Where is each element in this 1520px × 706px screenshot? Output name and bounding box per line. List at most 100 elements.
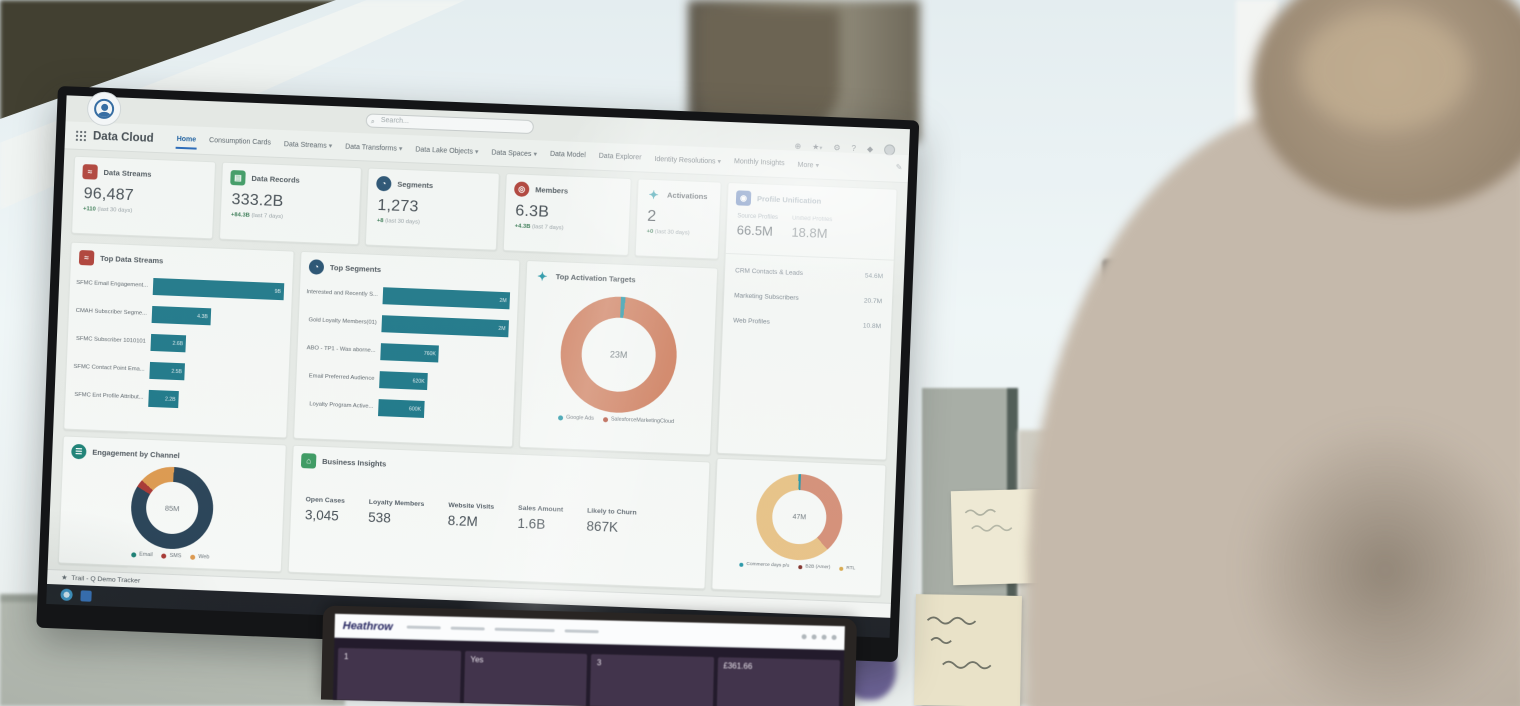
- kpi-delta: +84.3B: [230, 212, 250, 219]
- bar[interactable]: 2.2B: [148, 389, 179, 409]
- legend-label: SMS: [169, 552, 182, 560]
- legend-label: SalesforceMarketingCloud: [610, 416, 675, 425]
- engagement-icon: ☰: [71, 443, 87, 460]
- tab-consumption-cards[interactable]: Consumption Cards: [208, 137, 272, 147]
- metric-label: Website Visits: [448, 502, 495, 511]
- kpi-card-members[interactable]: ◎ Members 6.3B +4.3B (last 7 days): [502, 173, 632, 257]
- app-taskbar-icon[interactable]: [80, 589, 92, 602]
- profile-unification-icon: ◉: [735, 190, 752, 206]
- activation-donut-chart[interactable]: 23M: [558, 294, 679, 415]
- card-title: Profile Unification: [756, 194, 822, 206]
- window-ledge: [1230, 232, 1520, 268]
- metric-label: Unified Profiles: [791, 215, 833, 224]
- engagement-by-channel-card[interactable]: ☰ Engagement by Channel 85M Email SMS We…: [57, 435, 287, 573]
- tab-data-model[interactable]: Data Model: [549, 150, 586, 160]
- row-label: Web Profiles: [732, 317, 770, 326]
- bar[interactable]: 2.6B: [150, 333, 187, 353]
- legend-dot-icon: [557, 414, 564, 421]
- unified-profiles-metric: Unified Profiles 18.8M: [791, 216, 832, 242]
- tab-data-lake-objects[interactable]: Data Lake Objects: [414, 139, 480, 162]
- notifications-bell-icon[interactable]: ◆: [866, 144, 874, 154]
- data-records-icon: ▤: [230, 170, 246, 186]
- laptop-nav-links: [406, 625, 802, 639]
- donut-center-value: 85M: [164, 503, 180, 513]
- bar[interactable]: 2.5B: [149, 361, 186, 381]
- kpi-card-data-streams[interactable]: ≈ Data Streams 96,487 +110 (last 30 days…: [71, 155, 217, 240]
- tab-data-transforms[interactable]: Data Transforms: [344, 136, 404, 158]
- kpi-delta: +8: [376, 217, 384, 225]
- laptop-cell: Yes: [463, 650, 588, 706]
- bar[interactable]: 9B: [152, 277, 285, 301]
- profile-unification-card[interactable]: ◉ Profile Unification Source Profiles 66…: [716, 181, 898, 461]
- bar[interactable]: 760K: [380, 343, 440, 363]
- bar-value: 2M: [498, 325, 506, 332]
- tab-more[interactable]: More: [796, 154, 820, 175]
- favorites-star-icon[interactable]: ★▾: [812, 142, 823, 152]
- app-launcher-icon[interactable]: [74, 129, 87, 142]
- tab-data-spaces[interactable]: Data Spaces: [490, 142, 538, 164]
- top-segments-card[interactable]: ◔ Top Segments Interested and Recently S…: [293, 250, 521, 448]
- top-data-streams-card[interactable]: ≈ Top Data Streams SFMC Email Engagement…: [63, 241, 295, 439]
- kpi-period: (last 30 days): [97, 206, 133, 215]
- kpi-delta: +110: [82, 206, 96, 213]
- metric-value: 3,045: [304, 507, 340, 524]
- app-name: Data Cloud: [92, 129, 154, 145]
- kpi-label: Data Records: [251, 173, 300, 185]
- metric-value: 8.2M: [447, 512, 478, 530]
- sticky-note: [914, 594, 1022, 706]
- tab-data-streams[interactable]: Data Streams: [283, 134, 334, 156]
- legend-dot-icon: [131, 551, 137, 558]
- bar[interactable]: 2M: [382, 287, 511, 310]
- browser-icon[interactable]: [60, 588, 73, 601]
- globe-icon[interactable]: ⊕: [794, 141, 802, 151]
- row-label: Marketing Subscribers: [733, 292, 799, 302]
- business-insights-icon: ⌂: [300, 453, 317, 469]
- legend-dot-icon: [798, 564, 803, 569]
- legend-label: RTL: [846, 566, 856, 572]
- business-insights-card[interactable]: ⌂ Business Insights Open Cases 3,045 Loy…: [287, 444, 711, 590]
- bar[interactable]: 2M: [381, 315, 509, 338]
- data-streams-icon: ≈: [82, 164, 98, 180]
- setup-gear-icon[interactable]: ⚙: [833, 143, 841, 153]
- segment-donut-chart[interactable]: 47M: [754, 472, 844, 562]
- tab-data-explorer[interactable]: Data Explorer: [598, 152, 642, 162]
- row-value: 10.8M: [862, 322, 882, 331]
- kpi-card-data-records[interactable]: ▤ Data Records 333.2B +84.3B (last 7 day…: [218, 161, 362, 246]
- person-hair: [1300, 10, 1470, 130]
- bar[interactable]: 620K: [379, 371, 429, 391]
- bar-label: SFMC Subscriber 1010101: [75, 336, 146, 346]
- top-activation-targets-card[interactable]: ✦ Top Activation Targets 23M Google Ads …: [518, 259, 719, 456]
- legend-label: Google Ads: [565, 414, 595, 422]
- metric-open-cases: Open Cases 3,045: [305, 496, 345, 524]
- help-icon[interactable]: ?: [851, 143, 857, 154]
- metric-label: Source Profiles: [737, 213, 779, 221]
- engagement-donut-chart[interactable]: 85M: [129, 465, 215, 551]
- segments-icon: ◔: [376, 175, 392, 192]
- bar-value: 2.2B: [164, 396, 176, 403]
- card-title: Top Data Streams: [99, 253, 164, 266]
- bar-value: 9B: [274, 288, 282, 295]
- search-input[interactable]: ⌕ Search...: [365, 113, 535, 135]
- bar-label: Gold Loyalty Members(01): [308, 317, 377, 327]
- status-label: Trail - Q Demo Tracker: [71, 574, 141, 585]
- edit-page-icon[interactable]: ✎: [895, 162, 903, 172]
- segment-donut-card[interactable]: 47M Commerce days p/u B2B (Amer) RTL: [711, 457, 887, 597]
- bar-value: 600K: [408, 405, 422, 413]
- kpi-period: (last 30 days): [654, 229, 690, 237]
- bar-value: 760K: [423, 350, 437, 357]
- bar[interactable]: 600K: [378, 399, 425, 418]
- tab-home[interactable]: Home: [175, 130, 197, 150]
- legend-item: Google Ads: [557, 414, 595, 422]
- star-icon: ★: [61, 574, 68, 582]
- kpi-card-activations[interactable]: ✦ Activations 2 +0 (last 30 days): [634, 178, 722, 260]
- person-shadow: [1240, 420, 1520, 706]
- tab-monthly-insights[interactable]: Monthly Insights: [733, 158, 785, 168]
- legend-label: B2B (Amer): [805, 564, 831, 571]
- bar-label: SFMC Email Engagement...: [76, 280, 149, 290]
- metric-website-visits: Website Visits 8.2M: [447, 502, 494, 530]
- person-head: [1252, 0, 1520, 210]
- profile-row: Web Profiles 10.8M: [733, 308, 882, 339]
- tab-identity-resolutions[interactable]: Identity Resolutions: [653, 148, 722, 171]
- bar[interactable]: 4.3B: [151, 305, 212, 326]
- kpi-card-segments[interactable]: ◔ Segments 1,273 +8 (last 30 days): [364, 167, 500, 251]
